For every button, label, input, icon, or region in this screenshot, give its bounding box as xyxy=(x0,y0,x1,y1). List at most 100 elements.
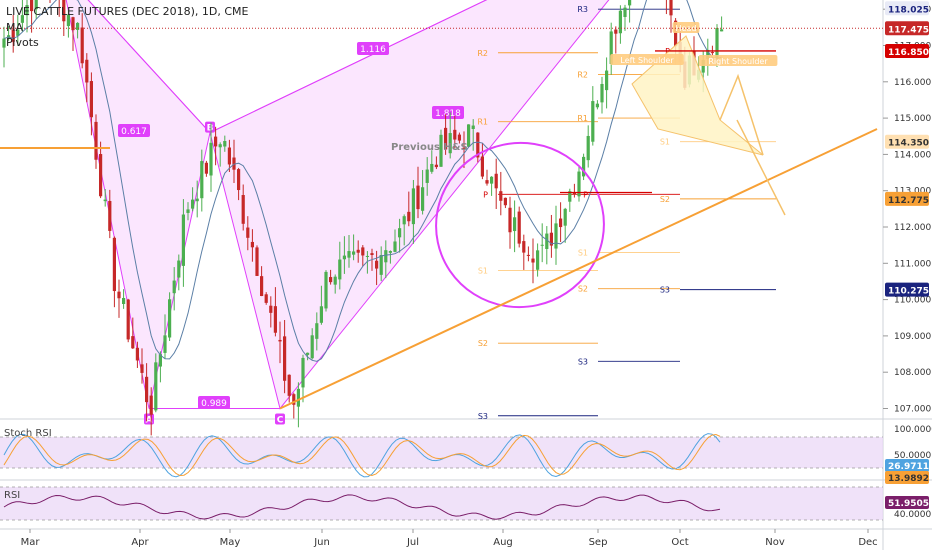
candle-body xyxy=(66,14,70,27)
candle-body xyxy=(218,144,222,148)
price-badge-label: 112.775 xyxy=(888,196,929,206)
candle-body xyxy=(30,0,34,12)
candle-body xyxy=(108,200,112,231)
candle-body xyxy=(177,260,181,278)
candle-body xyxy=(379,255,383,275)
candle-body xyxy=(448,133,452,154)
support-trendline xyxy=(279,128,878,410)
candle-body xyxy=(549,232,553,246)
price-tick-label: 113.000 xyxy=(894,187,931,197)
candle-body xyxy=(232,157,236,170)
candle-body xyxy=(237,169,241,191)
stoch-d-line xyxy=(3,434,721,477)
candle-body xyxy=(260,276,264,297)
pattern-point-badge xyxy=(205,121,215,133)
candle-body xyxy=(522,241,526,253)
candle-body xyxy=(250,241,254,248)
candle-body xyxy=(430,163,434,172)
candle-body xyxy=(145,376,149,403)
candle-body xyxy=(439,134,443,167)
candle-body xyxy=(338,259,342,280)
candle-body xyxy=(135,347,139,361)
candle-body xyxy=(71,17,75,31)
rsi-band xyxy=(0,487,883,520)
candle-body xyxy=(402,216,406,225)
hs-label-badge xyxy=(698,55,778,66)
time-tick-label: Sep xyxy=(589,537,608,548)
candle-body xyxy=(384,250,388,263)
price-badge xyxy=(885,191,929,206)
candle-body xyxy=(605,70,609,91)
candle-body xyxy=(296,388,300,407)
candle-body xyxy=(140,364,144,373)
candle-body xyxy=(513,217,517,232)
price-badge-label: 114.350 xyxy=(888,139,929,149)
candle-body xyxy=(582,156,586,177)
hs-label: Right Shoulder xyxy=(708,57,768,66)
time-tick-label: Dec xyxy=(858,537,877,548)
pattern-ratio-badge xyxy=(118,124,150,137)
candle-body xyxy=(393,241,397,252)
candle-body xyxy=(126,299,130,340)
pattern-ratio-label: 0.617 xyxy=(121,127,147,137)
stoch-rsi-band xyxy=(0,437,883,468)
pivot-label: S3 xyxy=(660,286,670,295)
candle-body xyxy=(388,251,392,253)
price-tick-label: 108.000 xyxy=(894,368,931,378)
candle-body xyxy=(112,237,116,292)
stoch-badge xyxy=(885,471,929,484)
candle-body xyxy=(131,336,135,349)
candle-body xyxy=(85,59,89,83)
price-tick-label: 116.000 xyxy=(894,78,931,88)
chart-title: LIVE CATTLE FUTURES (DEC 2018), 1D, CME xyxy=(6,5,249,18)
candle-body xyxy=(457,134,461,141)
pivot-label: P xyxy=(583,190,588,199)
candle-body xyxy=(292,394,296,405)
pivot-label: S3 xyxy=(478,412,488,421)
price-tick-label: 109.000 xyxy=(894,332,931,342)
candle-body xyxy=(168,299,172,338)
candle-body xyxy=(89,81,93,118)
pattern-ratio-label: 0.989 xyxy=(201,399,227,409)
candle-body xyxy=(223,141,227,147)
candle-body xyxy=(269,305,273,313)
candle-body xyxy=(287,374,291,396)
candle-body xyxy=(329,277,333,283)
candle-body xyxy=(306,352,310,355)
candle-body xyxy=(209,142,213,176)
rsi-badge-label: 51.9505 xyxy=(888,499,929,509)
pattern-ratio-label: 1.818 xyxy=(435,109,461,119)
candle-body xyxy=(609,31,613,64)
pattern-point-badge xyxy=(275,413,285,425)
candle-body xyxy=(531,258,535,263)
candle-body xyxy=(536,250,540,270)
candle-body xyxy=(191,199,195,209)
candle-body xyxy=(310,335,314,359)
candle-body xyxy=(273,306,277,333)
candle-body xyxy=(411,188,415,225)
pivot-label: S1 xyxy=(660,138,670,147)
candle-body xyxy=(715,28,719,59)
stoch-k-line xyxy=(3,433,721,478)
candle-body xyxy=(264,294,268,303)
candle-body xyxy=(572,192,576,195)
candle-body xyxy=(577,171,581,197)
price-badge xyxy=(885,282,929,297)
price-tick-label: 115.000 xyxy=(894,114,931,124)
candle-body xyxy=(117,291,121,299)
price-tick-label: 110.000 xyxy=(894,296,931,306)
candle-body xyxy=(407,211,411,222)
candle-body xyxy=(103,199,107,202)
candle-body xyxy=(181,214,185,266)
rsi-label: RSI xyxy=(4,490,20,501)
candle-body xyxy=(494,173,498,189)
candle-body xyxy=(554,223,558,249)
candle-body xyxy=(540,244,544,246)
candle-body xyxy=(595,103,599,108)
rsi-badge xyxy=(885,496,929,509)
pattern-ratio-badge xyxy=(357,42,389,55)
candle-body xyxy=(241,195,245,224)
candle-body xyxy=(568,191,572,202)
